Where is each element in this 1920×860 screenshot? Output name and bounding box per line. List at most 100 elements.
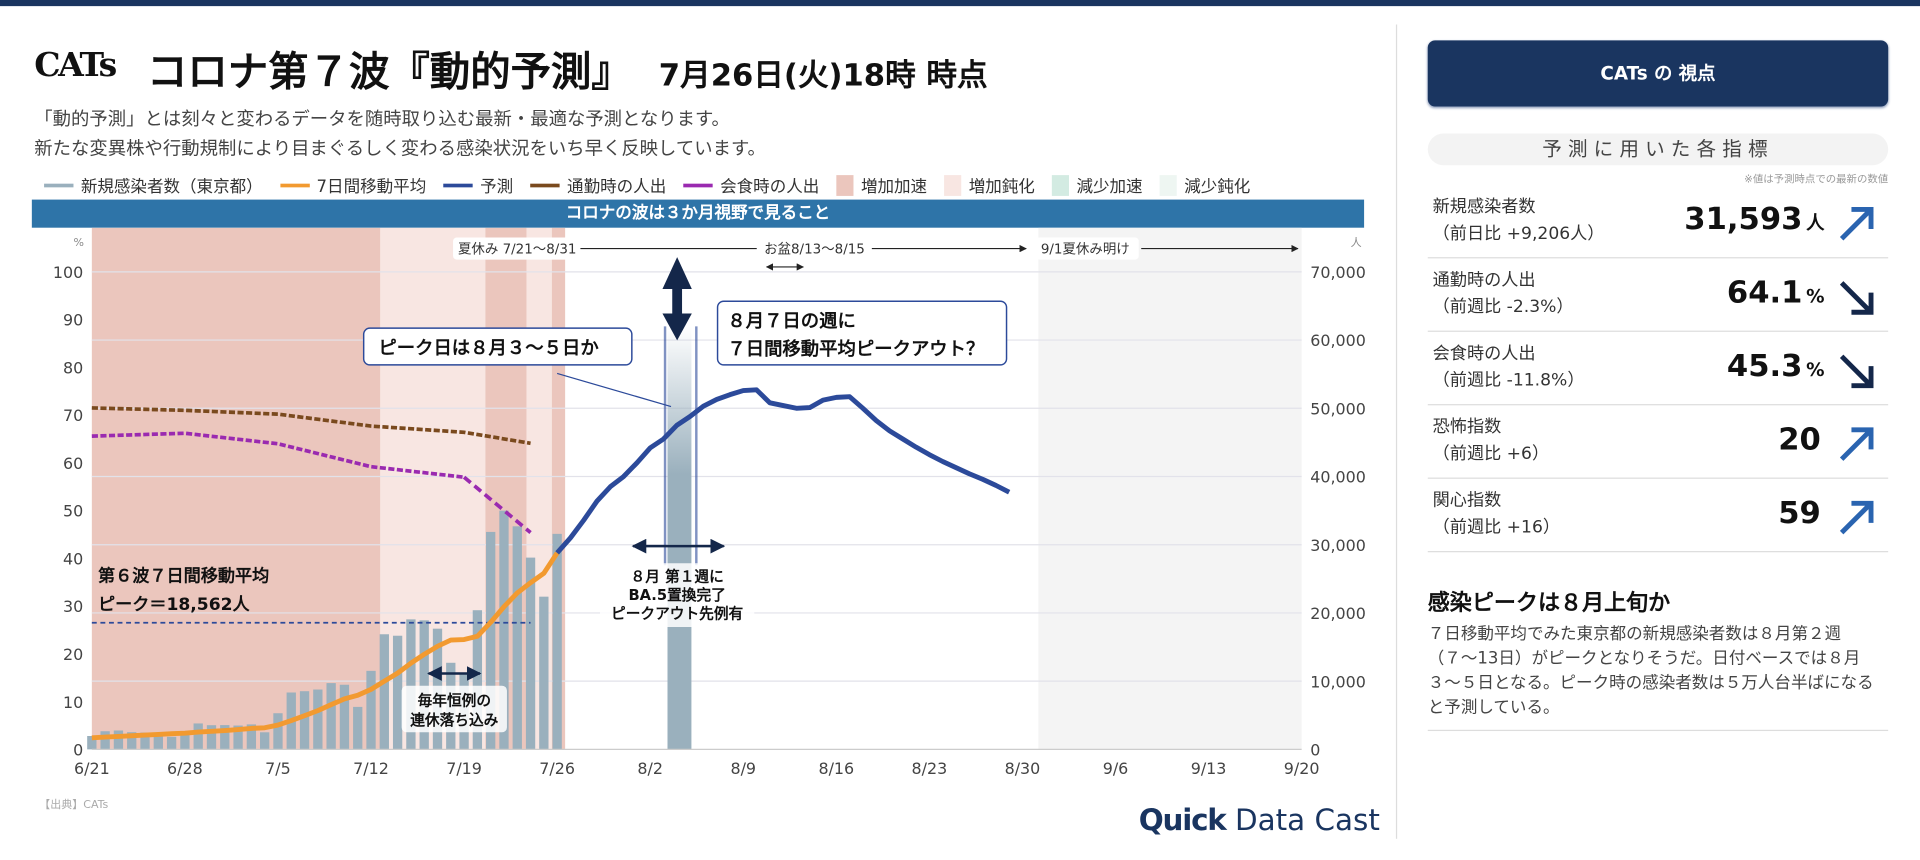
peak-window-band — [667, 326, 692, 750]
peak-day-callout — [362, 327, 633, 366]
value-unit: 人 — [1806, 211, 1825, 234]
indicator-change: （前週比 +6） — [1432, 444, 1550, 465]
peakout-callout — [716, 300, 1008, 366]
new-cases-bar — [339, 684, 350, 750]
indicator-name: 会食時の人出 — [1432, 344, 1536, 364]
legend-item: 通勤時の人出 — [530, 173, 666, 197]
brand-text: Data Cast — [1234, 803, 1380, 838]
sixth-wave-text-2: ピーク＝18,562人 — [98, 595, 251, 615]
new-cases-bar — [140, 732, 150, 750]
x-axis-tick: 9/13 — [1191, 759, 1227, 778]
as-of-date: 7月26日(火)18時 時点 — [658, 57, 988, 94]
new-cases-bar — [486, 531, 496, 750]
description-line-2: 新たな変異株や行動規制により目まぐるしく変わる感染状況をいち早く反映しています。 — [34, 137, 766, 160]
right-axis-tick: 10,000 — [1310, 672, 1366, 691]
x-axis-tick: 7/12 — [353, 759, 389, 778]
summer-label-bg — [453, 237, 578, 260]
cats-viewpoint-header: CATs の 視点 — [1427, 40, 1889, 107]
legend-item: 会食時の人出 — [683, 173, 819, 197]
x-axis-tick: 8/2 — [637, 759, 663, 778]
legend-swatch — [1159, 174, 1177, 196]
holiday-text-2: 連休落ち込み — [410, 711, 498, 729]
value-number: 31,593 — [1684, 200, 1803, 237]
right-axis-tick: 60,000 — [1310, 331, 1366, 350]
moving-average-line — [91, 551, 560, 741]
indicator-change: （前週比 +16） — [1432, 517, 1561, 538]
new-cases-bar — [406, 619, 416, 750]
commute-line — [91, 406, 531, 446]
peak-window-arrow-icon — [662, 257, 692, 341]
summer-vacation-label: 夏休み 7/21〜8/31 — [458, 241, 577, 257]
new-cases-bar — [525, 557, 536, 750]
indicator-value: 45.3% — [1727, 348, 1825, 384]
new-cases-bar — [512, 526, 522, 750]
indicator-change: （前日比 +9,206人） — [1432, 224, 1605, 244]
legend-item: 7日間移動平均 — [279, 173, 427, 198]
new-cases-bar — [206, 725, 217, 750]
left-axis-unit: % — [73, 236, 83, 249]
new-cases-bar — [180, 732, 190, 750]
new-cases-bar — [353, 706, 363, 750]
holiday-text-1: 毎年恒例の — [418, 691, 491, 709]
quick-data-cast-logo: Quick Data Cast — [1139, 803, 1380, 837]
left-axis-tick: 80 — [63, 358, 83, 377]
new-cases-bar — [87, 736, 97, 750]
new-cases-bar — [193, 723, 203, 750]
description-line-1: 「動的予測」とは刻々と変わるデータを随時取り込む最新・最適な予測となります。 — [34, 107, 730, 130]
x-axis-tick: 6/28 — [167, 759, 203, 778]
new-cases-bar — [246, 724, 257, 750]
new-cases-bar — [366, 670, 376, 750]
new-cases-bar — [379, 634, 389, 750]
chart-banner: コロナの波は３か月視野で見ること — [31, 199, 1365, 228]
new-cases-bar — [299, 691, 310, 750]
indicator-row: 関心指数 （前週比 +16） 59 — [1427, 478, 1889, 553]
indicator-name: 関心指数 — [1432, 491, 1502, 511]
chart-legend: 新規感染者数（東京都） 7日間移動平均 予測 通勤時の人出 会食時の人出 増加加速 増加鈍化… — [44, 173, 1250, 197]
new-cases-bar — [539, 596, 549, 750]
peak-day-text: ピーク日は８月３〜５日か — [378, 338, 599, 359]
dining-line — [91, 431, 465, 480]
holiday-label-bg — [401, 685, 507, 733]
left-axis-tick: 70 — [63, 406, 83, 425]
title-text: コロナ第７波『動的予測』 — [146, 47, 632, 96]
legend-item: 減少鈍化 — [1159, 173, 1250, 197]
forecast-line — [555, 387, 1011, 555]
new-cases-bar — [313, 689, 323, 750]
ba5-text-3: ピークアウト先例有 — [611, 604, 744, 622]
legend-label: 新規感染者数（東京都） — [80, 177, 263, 198]
indicators-heading: 予測に用いた各指標 — [1427, 133, 1889, 166]
left-axis-tick: 20 — [63, 645, 83, 664]
legend-item: 増加加速 — [836, 173, 927, 197]
right-axis-tick: 40,000 — [1310, 468, 1366, 487]
legend-swatch — [443, 183, 473, 187]
x-axis-tick: 9/6 — [1103, 759, 1129, 778]
ba5-label-bg — [600, 563, 755, 627]
indicator-row: 通勤時の人出 （前週比 -2.3%） 64.1% — [1427, 257, 1889, 332]
callout-pointer — [556, 372, 672, 408]
phase-band — [1038, 227, 1302, 750]
peakout-text-2: ７日間移動平均ピークアウト？ — [727, 338, 984, 360]
new-cases-bar — [419, 620, 429, 750]
new-cases-bar — [273, 713, 283, 750]
right-axis-tick: 20,000 — [1310, 604, 1366, 623]
new-cases-bar — [260, 732, 270, 750]
x-axis-tick: 8/16 — [818, 759, 854, 778]
covid-chart: 0 10,000 20,000 30,000 40,000 50,000 60,000 70,… — [31, 227, 1366, 778]
legend-swatch — [44, 183, 74, 187]
indicator-value: 59 — [1778, 495, 1824, 531]
legend-label: 通勤時の人出 — [567, 177, 667, 198]
new-cases-bar — [499, 510, 509, 750]
top-bar — [0, 0, 1920, 7]
legend-item: 新規感染者数（東京都） — [44, 173, 263, 197]
right-axis-unit: 人 — [1351, 236, 1362, 249]
trend-down-arrow-icon — [1839, 354, 1874, 389]
indicators-note: ※値は予測時点での最新の数値 — [1744, 173, 1889, 187]
trend-up-arrow-icon — [1839, 427, 1874, 461]
indicator-value: 64.1% — [1727, 274, 1825, 310]
legend-label: 7日間移動平均 — [316, 177, 427, 198]
legend-item: 予測 — [443, 173, 513, 197]
x-axis-tick: 8/9 — [730, 759, 756, 778]
value-number: 59 — [1778, 494, 1821, 531]
cats-logo: CATs — [34, 46, 117, 85]
